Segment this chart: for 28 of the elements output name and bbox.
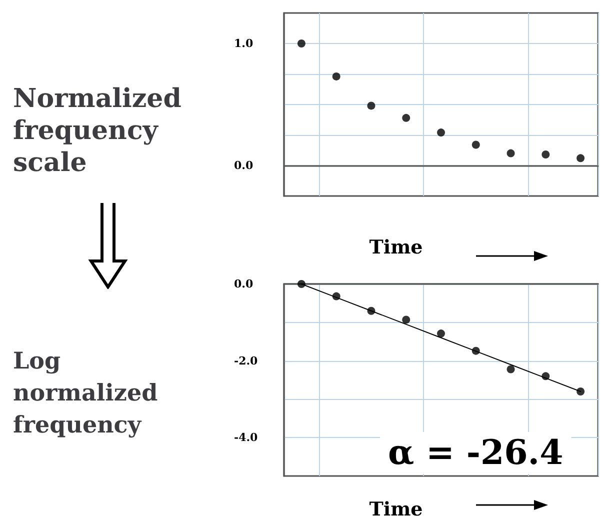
point: [367, 306, 376, 315]
point: [297, 40, 306, 48]
annotation: α = -26.4: [388, 433, 564, 473]
point: [576, 388, 585, 396]
point: [437, 128, 445, 137]
point: [332, 292, 340, 300]
y-tick-label: -4.0: [234, 431, 258, 444]
point: [506, 149, 515, 158]
y-tick-label: 0.0: [234, 159, 254, 172]
y-tick-label: 1.0: [234, 37, 254, 50]
point: [506, 365, 515, 374]
point: [472, 346, 480, 355]
point: [367, 102, 376, 110]
point: [297, 280, 306, 288]
x-axis-title: Time: [369, 498, 423, 520]
point: [542, 150, 550, 159]
y-tick-label: -2.0: [234, 354, 258, 368]
point: [472, 140, 480, 149]
x-axis-title: Time: [369, 236, 423, 258]
text: Normalized frequency scale: [13, 84, 190, 178]
text: Log normalized frequency: [13, 348, 166, 438]
point: [576, 154, 585, 162]
point: [542, 372, 550, 380]
point: [402, 114, 410, 122]
point: [437, 330, 445, 338]
point: [402, 316, 410, 324]
point: [332, 72, 340, 80]
y-tick-label: 0.0: [234, 278, 254, 290]
